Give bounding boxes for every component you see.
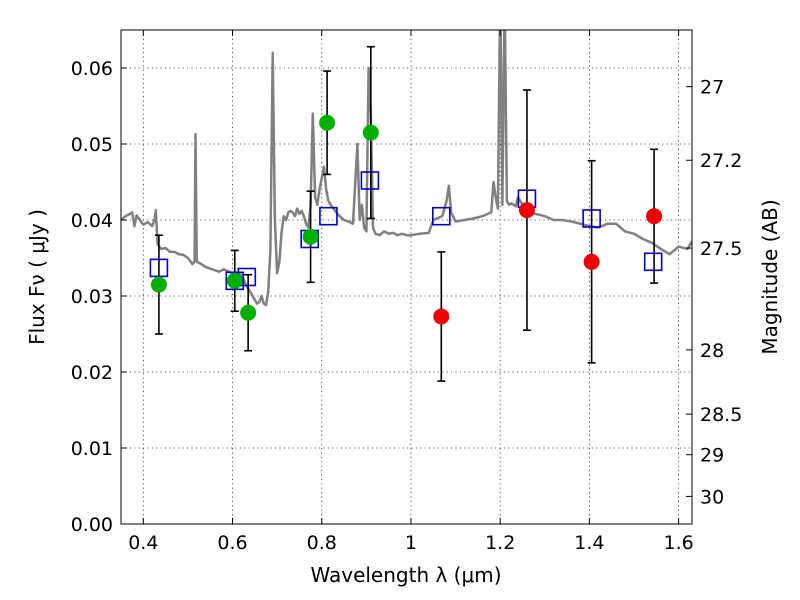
y-tick-label: 0.03 [71, 286, 113, 308]
observed-photometry-points [150, 114, 663, 325]
y2-tick-label: 28.5 [700, 404, 742, 426]
y-tick-label: 0.01 [71, 438, 113, 460]
x-axis-label: Wavelength λ (μm) [310, 563, 501, 587]
y-axis-label: Flux Fν ( μJy ) [25, 209, 49, 345]
y-tick-label: 0.00 [71, 514, 113, 536]
x-tick-label: 0.8 [307, 532, 337, 554]
model-photometry-square [319, 206, 338, 226]
y2-tick-label: 28 [700, 340, 724, 362]
x-tick-label: 1.6 [664, 532, 694, 554]
x-tick-label: 1 [405, 532, 417, 554]
nir-flux-point [433, 308, 450, 325]
y2-tick-label: 27.2 [700, 150, 742, 172]
x-tick-label: 0.4 [128, 532, 158, 554]
y2-tick-label: 27.5 [700, 238, 742, 260]
axis-ticks [121, 30, 692, 525]
model-photometry-square [431, 206, 451, 226]
plot-frame [120, 29, 693, 525]
x-tick-label: 0.6 [217, 532, 247, 554]
y-tick-label: 0.06 [71, 58, 113, 80]
y2-tick-label: 27 [700, 77, 724, 99]
model-photometry-square [225, 271, 245, 291]
y2-tick-label: 29 [700, 445, 724, 467]
y-tick-label: 0.04 [71, 210, 113, 232]
optical-flux-point [240, 304, 257, 321]
y-tick-label: 0.05 [71, 134, 113, 156]
model-spectrum-line [121, 30, 692, 307]
model-spectrum [121, 30, 692, 307]
optical-flux-point [302, 228, 319, 245]
model-photometry-square [360, 171, 380, 190]
tick-labels: 0.4 0.6 0.8 1 1.2 1.4 1.6 0.00 0.01 0.02 0.03 0.04 0… [71, 58, 743, 554]
y2-tick-label: 30 [700, 486, 724, 508]
optical-flux-point [150, 276, 167, 293]
x-tick-label: 1.2 [485, 532, 515, 554]
optical-flux-point [226, 272, 243, 289]
nir-flux-point [646, 208, 663, 225]
y-tick-label: 0.02 [71, 362, 113, 384]
model-photometry-points [149, 171, 663, 291]
model-photometry-square [582, 209, 601, 228]
model-photometry-square [643, 252, 663, 272]
x-tick-label: 1.4 [574, 532, 604, 554]
nir-flux-point [583, 253, 600, 270]
model-photometry-square [149, 258, 169, 278]
nir-flux-point [518, 202, 535, 219]
optical-flux-point [362, 124, 379, 141]
optical-flux-point [319, 114, 336, 131]
y2-axis-label: Magnitude (AB) [758, 199, 782, 354]
